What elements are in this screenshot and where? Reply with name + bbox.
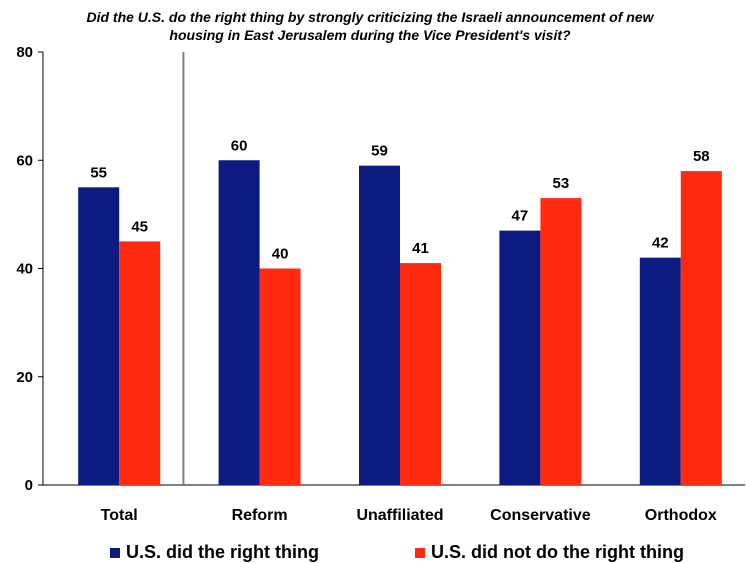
y-tick-label: 0 xyxy=(25,477,33,494)
chart-title: Did the U.S. do the right thing by stron… xyxy=(20,8,720,44)
bar-right-thing-total xyxy=(78,187,120,485)
bar-not-right-thing-orthodox xyxy=(680,171,722,485)
data-label: 59 xyxy=(371,143,388,160)
legend-swatch-series-2 xyxy=(415,547,425,558)
bar-not-right-thing-reform xyxy=(259,268,301,485)
bar-right-thing-orthodox xyxy=(639,257,681,485)
legend-swatch-series-1 xyxy=(110,547,120,558)
data-label: 60 xyxy=(231,137,248,154)
x-category-label: Orthodox xyxy=(645,507,717,524)
bar-not-right-thing-conservative xyxy=(540,198,582,485)
y-tick-label: 60 xyxy=(16,152,33,169)
chart-title-line-1: Did the U.S. do the right thing by stron… xyxy=(86,9,654,25)
data-label: 40 xyxy=(272,246,289,263)
y-tick-label: 40 xyxy=(16,261,33,278)
data-label: 45 xyxy=(131,218,148,235)
y-tick-label: 80 xyxy=(16,44,33,61)
y-tick-label: 20 xyxy=(16,369,33,386)
x-category-label: Total xyxy=(101,507,138,524)
data-label: 55 xyxy=(90,164,107,181)
data-label: 42 xyxy=(652,235,669,252)
bar-not-right-thing-total xyxy=(119,241,161,485)
legend-label-series-1: U.S. did the right thing xyxy=(126,542,319,562)
data-label: 58 xyxy=(693,148,710,165)
x-category-label: Unaffiliated xyxy=(356,507,443,524)
bar-not-right-thing-unaffiliated xyxy=(400,263,441,485)
data-label: 41 xyxy=(412,240,429,257)
x-category-label: Reform xyxy=(232,507,288,524)
data-label: 47 xyxy=(512,208,529,225)
x-category-label: Conservative xyxy=(490,507,591,524)
legend-item-series-1: U.S. did the right thing xyxy=(110,542,319,563)
bar-right-thing-reform xyxy=(218,160,260,485)
legend-item-series-2: U.S. did not do the right thing xyxy=(415,542,684,563)
chart-title-line-2: housing in East Jerusalem during the Vic… xyxy=(169,27,571,43)
bar-right-thing-conservative xyxy=(499,230,541,485)
legend-label-series-2: U.S. did not do the right thing xyxy=(431,542,684,562)
bar-right-thing-unaffiliated xyxy=(359,165,400,485)
data-label: 53 xyxy=(553,175,570,192)
